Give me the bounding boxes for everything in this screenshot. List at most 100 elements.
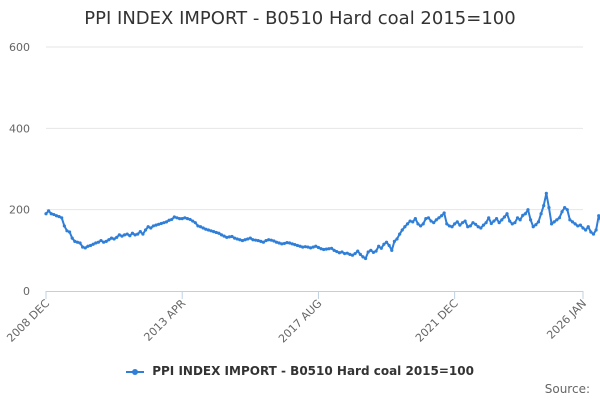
data-point[interactable]: [290, 242, 294, 246]
data-point[interactable]: [447, 224, 451, 228]
data-point[interactable]: [374, 249, 378, 253]
data-point[interactable]: [240, 238, 245, 243]
data-point[interactable]: [322, 247, 326, 252]
data-point[interactable]: [293, 243, 297, 247]
data-point[interactable]: [403, 225, 407, 229]
data-point[interactable]: [502, 215, 507, 219]
data-point[interactable]: [505, 212, 509, 216]
data-point[interactable]: [529, 218, 533, 222]
data-point[interactable]: [311, 245, 315, 249]
data-point[interactable]: [188, 217, 192, 222]
data-point[interactable]: [251, 238, 255, 242]
data-point[interactable]: [115, 235, 119, 239]
data-point[interactable]: [348, 252, 352, 256]
data-point[interactable]: [508, 219, 512, 223]
data-point[interactable]: [458, 223, 462, 227]
data-point[interactable]: [178, 217, 182, 221]
data-point[interactable]: [523, 212, 527, 216]
data-point[interactable]: [387, 243, 391, 248]
data-point[interactable]: [445, 222, 449, 226]
data-point[interactable]: [151, 224, 155, 228]
data-point[interactable]: [70, 236, 74, 240]
data-point[interactable]: [534, 223, 538, 227]
data-point[interactable]: [107, 238, 111, 242]
data-point[interactable]: [437, 216, 441, 220]
data-point[interactable]: [345, 251, 349, 255]
data-point[interactable]: [481, 223, 486, 227]
data-point[interactable]: [591, 232, 596, 236]
data-point[interactable]: [167, 218, 171, 222]
data-point[interactable]: [120, 234, 124, 238]
data-point[interactable]: [565, 208, 569, 212]
data-point[interactable]: [371, 250, 376, 254]
data-point[interactable]: [267, 238, 271, 242]
data-point[interactable]: [400, 228, 404, 232]
data-point[interactable]: [547, 206, 551, 210]
data-point[interactable]: [586, 225, 590, 229]
data-point[interactable]: [518, 218, 522, 222]
data-point[interactable]: [521, 213, 525, 217]
data-point[interactable]: [233, 236, 237, 240]
data-point[interactable]: [426, 216, 431, 220]
data-point[interactable]: [408, 219, 412, 223]
data-point[interactable]: [191, 219, 195, 223]
data-point[interactable]: [303, 245, 307, 249]
data-point[interactable]: [201, 226, 205, 230]
data-point[interactable]: [337, 251, 341, 255]
data-point[interactable]: [343, 251, 347, 256]
data-point[interactable]: [463, 219, 467, 223]
data-point[interactable]: [54, 214, 59, 218]
data-point[interactable]: [235, 237, 239, 241]
data-point[interactable]: [88, 243, 93, 248]
data-point[interactable]: [455, 220, 459, 224]
source-credit[interactable]: Source:: [544, 382, 590, 396]
data-point[interactable]: [536, 220, 541, 224]
data-point[interactable]: [243, 238, 247, 242]
data-point[interactable]: [306, 245, 310, 249]
data-point[interactable]: [52, 212, 56, 217]
data-point[interactable]: [484, 221, 488, 225]
data-point[interactable]: [75, 240, 80, 244]
data-point[interactable]: [285, 241, 289, 245]
data-point[interactable]: [366, 250, 370, 254]
data-point[interactable]: [277, 241, 281, 245]
data-point[interactable]: [104, 239, 108, 243]
data-point[interactable]: [555, 218, 559, 222]
data-point[interactable]: [175, 216, 179, 220]
data-point[interactable]: [413, 217, 417, 221]
data-point[interactable]: [424, 217, 428, 221]
data-point[interactable]: [510, 222, 514, 226]
data-point[interactable]: [130, 231, 135, 235]
data-point[interactable]: [198, 225, 203, 229]
data-point[interactable]: [570, 220, 575, 224]
data-point[interactable]: [369, 248, 373, 252]
data-point[interactable]: [390, 248, 394, 252]
data-point[interactable]: [65, 229, 69, 233]
data-point[interactable]: [552, 220, 556, 224]
data-point[interactable]: [544, 191, 548, 195]
data-point[interactable]: [314, 244, 318, 248]
data-point[interactable]: [489, 221, 493, 226]
data-point[interactable]: [214, 230, 218, 235]
data-point[interactable]: [172, 215, 176, 219]
data-point[interactable]: [392, 239, 396, 243]
data-point[interactable]: [159, 221, 163, 226]
data-point[interactable]: [474, 222, 478, 226]
data-point[interactable]: [439, 214, 444, 218]
data-point[interactable]: [112, 237, 116, 241]
data-point[interactable]: [429, 219, 433, 223]
data-point[interactable]: [227, 235, 231, 239]
data-point[interactable]: [183, 216, 187, 220]
data-point[interactable]: [411, 220, 415, 224]
data-point[interactable]: [180, 217, 184, 221]
data-point[interactable]: [162, 221, 166, 225]
data-point[interactable]: [154, 223, 158, 227]
data-point[interactable]: [468, 224, 472, 228]
data-point[interactable]: [259, 239, 263, 243]
data-point[interactable]: [557, 216, 562, 220]
data-point[interactable]: [350, 253, 355, 257]
data-point[interactable]: [96, 240, 100, 244]
data-point[interactable]: [298, 244, 302, 248]
data-point[interactable]: [416, 222, 420, 226]
data-point[interactable]: [47, 209, 51, 213]
